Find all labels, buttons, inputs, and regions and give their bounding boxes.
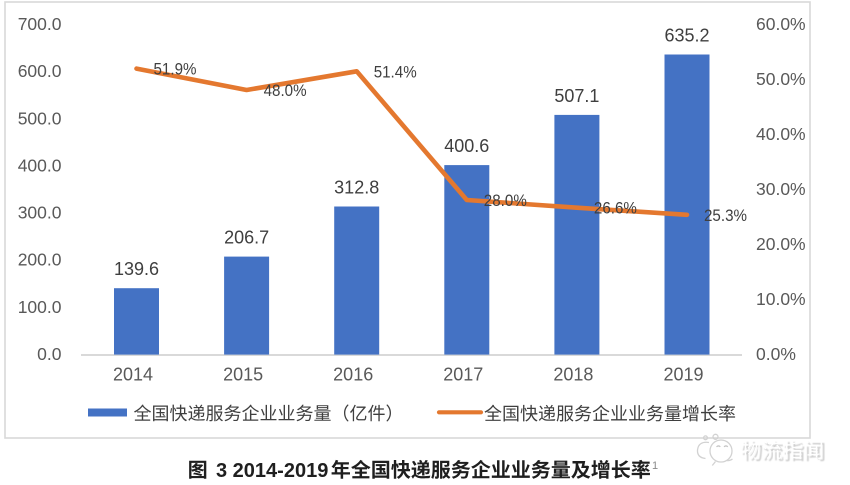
svg-text:200.0: 200.0	[18, 250, 62, 270]
svg-text:48.0%: 48.0%	[264, 81, 307, 100]
svg-text:700.0: 700.0	[18, 14, 62, 34]
svg-text:1: 1	[652, 460, 658, 472]
svg-text:25.3%: 25.3%	[704, 206, 747, 225]
svg-text:2016: 2016	[333, 365, 373, 385]
svg-text:40.0%: 40.0%	[756, 124, 806, 144]
svg-text:300.0: 300.0	[18, 203, 62, 223]
svg-text:2015: 2015	[223, 365, 263, 385]
svg-text:500.0: 500.0	[18, 108, 62, 128]
svg-text:30.0%: 30.0%	[756, 179, 806, 199]
svg-text:400.0: 400.0	[18, 155, 62, 175]
svg-text:0.0: 0.0	[37, 344, 62, 364]
svg-text:139.6: 139.6	[114, 259, 159, 279]
svg-text:0.0%: 0.0%	[756, 344, 796, 364]
svg-text:635.2: 635.2	[664, 26, 709, 46]
svg-text:2014: 2014	[113, 365, 153, 385]
svg-text:2019: 2019	[663, 365, 703, 385]
svg-text:10.0%: 10.0%	[756, 289, 806, 309]
svg-text:51.9%: 51.9%	[154, 60, 197, 79]
svg-text:600.0: 600.0	[18, 61, 62, 81]
svg-text:2018: 2018	[553, 365, 593, 385]
svg-text:20.0%: 20.0%	[756, 234, 806, 254]
svg-text:3 2014-2019: 3 2014-2019	[216, 460, 328, 482]
svg-text:400.6: 400.6	[444, 136, 489, 156]
svg-text:51.4%: 51.4%	[374, 62, 417, 81]
svg-text:28.0%: 28.0%	[484, 191, 527, 210]
svg-text:60.0%: 60.0%	[756, 14, 806, 34]
svg-text:507.1: 507.1	[554, 86, 599, 106]
svg-text:312.8: 312.8	[334, 178, 379, 198]
svg-text:26.6%: 26.6%	[594, 199, 637, 218]
svg-text:206.7: 206.7	[224, 228, 269, 248]
svg-text:50.0%: 50.0%	[756, 69, 806, 89]
svg-text:100.0: 100.0	[18, 297, 62, 317]
svg-text:2017: 2017	[443, 365, 483, 385]
